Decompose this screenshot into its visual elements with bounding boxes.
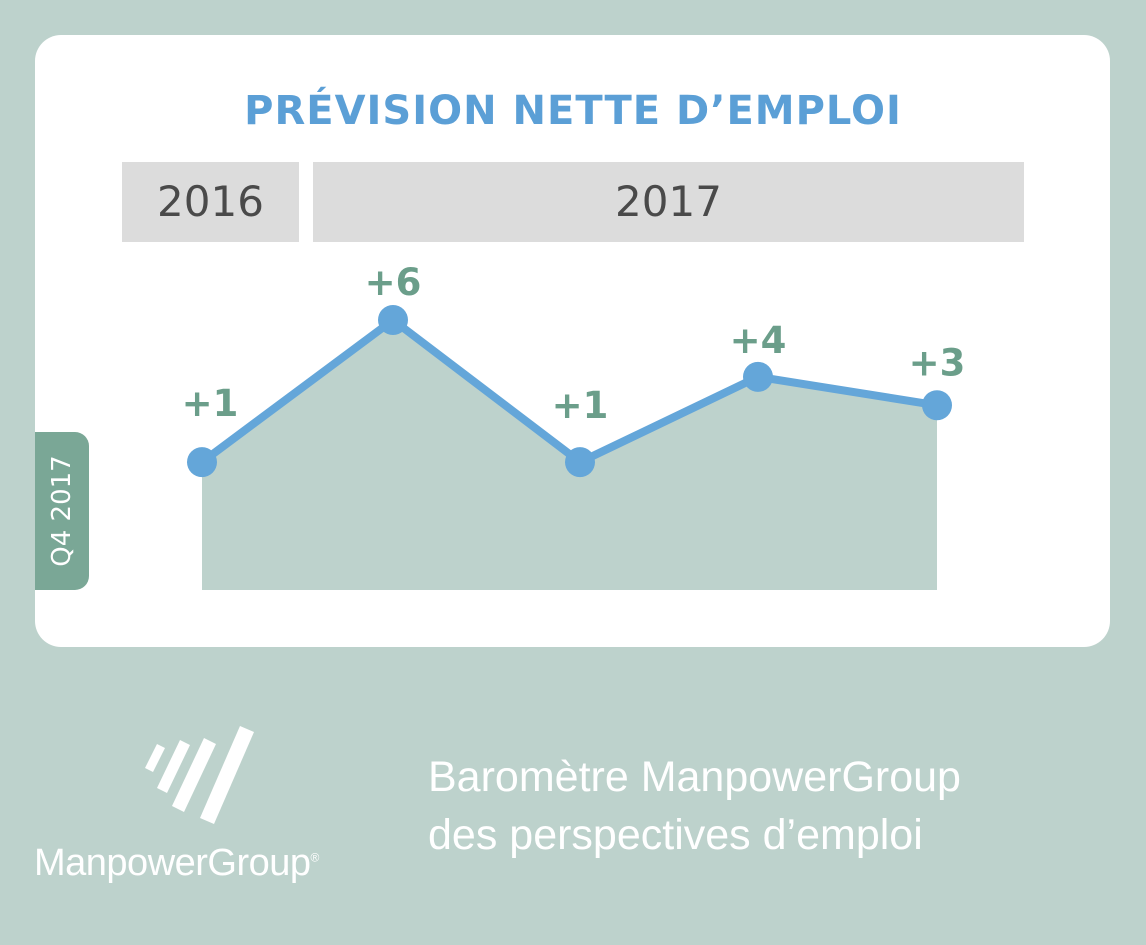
registered-mark: ® xyxy=(310,850,320,865)
data-point xyxy=(378,305,408,335)
data-label: +1 xyxy=(182,382,239,425)
quarter-q3-2017: Q3 xyxy=(729,258,787,304)
tagline-line-2: des perspectives d’emploi xyxy=(428,811,923,859)
data-point xyxy=(743,361,773,392)
tagline: Baromètre ManpowerGroup des perspectives… xyxy=(428,748,961,864)
data-label: +1 xyxy=(552,384,609,427)
data-point xyxy=(187,447,217,478)
year-2017-header: 2017 xyxy=(313,162,1024,242)
brand-name: ManpowerGroup® xyxy=(34,842,319,885)
year-2016-header: 2016 xyxy=(122,162,299,242)
brand-name-text: ManpowerGroup xyxy=(34,842,311,884)
data-label: +6 xyxy=(365,261,422,304)
plot-area: +1 +6 +1 +4 +3 xyxy=(182,261,966,590)
data-label: +4 xyxy=(730,319,787,362)
quarter-q1-2017: Q1 xyxy=(373,258,431,304)
chart-title: PRÉVISION NETTE D’EMPLOI xyxy=(244,88,902,134)
tagline-line-1: Baromètre ManpowerGroup xyxy=(428,753,961,801)
quarter-q4-2016: Q4 xyxy=(182,258,239,304)
data-point xyxy=(565,447,595,478)
manpowergroup-logo-icon xyxy=(145,726,254,824)
current-quarter-tab: Q4 2017 xyxy=(35,432,89,590)
data-point xyxy=(922,390,952,421)
quarter-q2-2017: Q2 xyxy=(551,258,609,304)
quarter-q4-2017: Q4 xyxy=(907,258,964,304)
data-label: +3 xyxy=(909,341,966,384)
